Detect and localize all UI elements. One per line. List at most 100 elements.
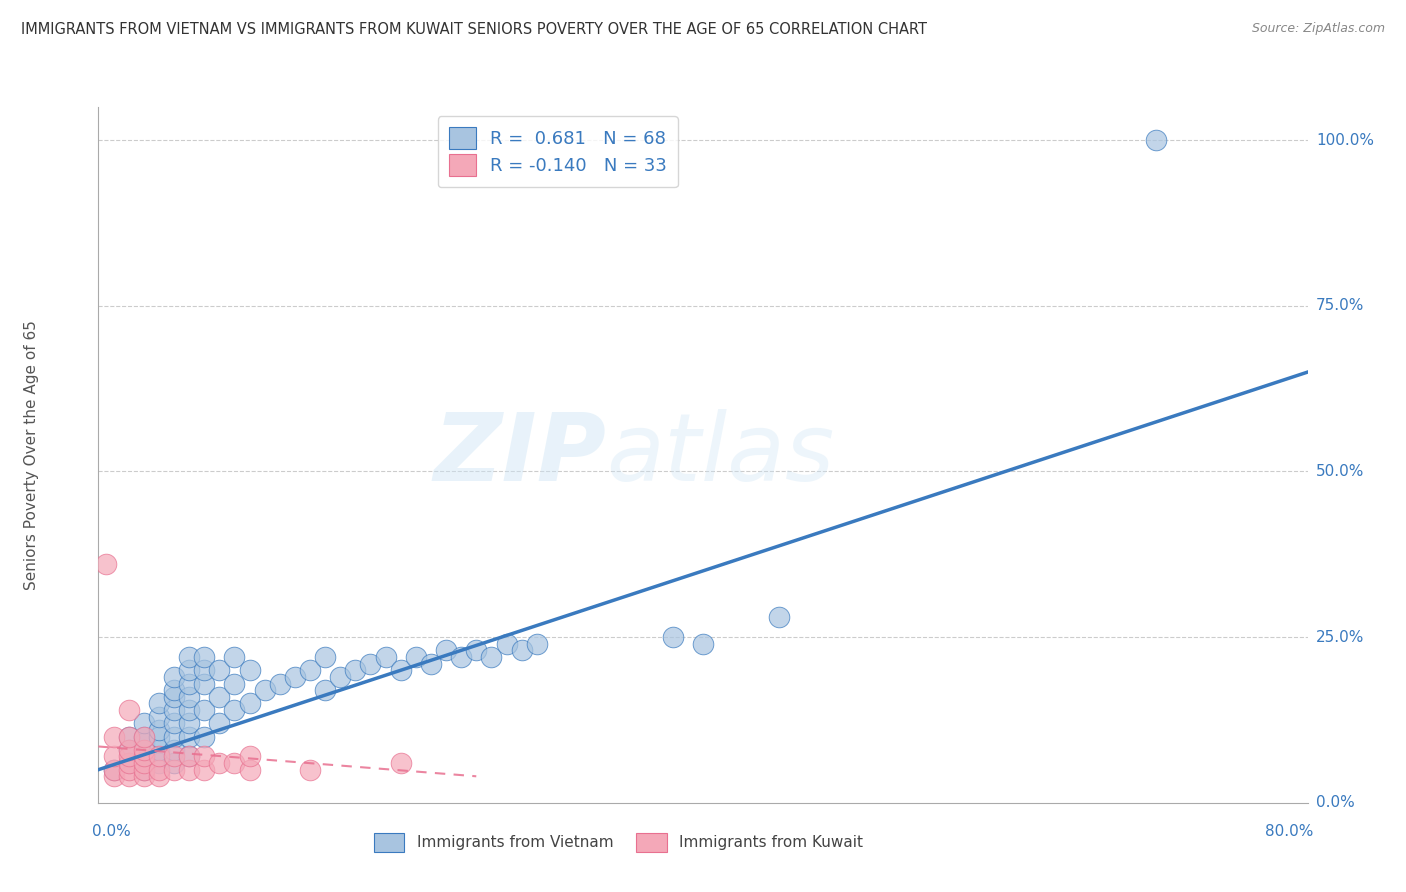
Point — [132, 749, 155, 764]
Point — [177, 690, 201, 704]
Point — [692, 637, 714, 651]
Point — [148, 769, 170, 783]
Point — [148, 697, 170, 711]
Point — [284, 670, 307, 684]
Point — [118, 743, 141, 757]
Point — [118, 703, 141, 717]
Point — [208, 663, 231, 677]
Point — [148, 749, 170, 764]
Point — [177, 676, 201, 690]
Point — [118, 763, 141, 777]
Point — [208, 716, 231, 731]
Point — [132, 743, 155, 757]
Point — [314, 683, 336, 698]
Text: 100.0%: 100.0% — [1316, 133, 1374, 148]
Point — [177, 716, 201, 731]
Point — [177, 663, 201, 677]
Point — [163, 703, 186, 717]
Point — [132, 730, 155, 744]
Point — [208, 690, 231, 704]
Point — [239, 763, 262, 777]
Point — [253, 683, 276, 698]
Point — [163, 763, 186, 777]
Point — [118, 730, 141, 744]
Point — [132, 756, 155, 770]
Point — [163, 749, 186, 764]
Point — [163, 683, 186, 698]
Text: atlas: atlas — [606, 409, 835, 500]
Text: Source: ZipAtlas.com: Source: ZipAtlas.com — [1251, 22, 1385, 36]
Point — [208, 756, 231, 770]
Point — [132, 730, 155, 744]
Text: Seniors Poverty Over the Age of 65: Seniors Poverty Over the Age of 65 — [24, 320, 39, 590]
Point — [389, 756, 412, 770]
Text: 0.0%: 0.0% — [93, 823, 131, 838]
Point — [118, 769, 141, 783]
Point — [103, 763, 125, 777]
Point — [163, 743, 186, 757]
Text: 80.0%: 80.0% — [1265, 823, 1313, 838]
Point — [526, 637, 548, 651]
Point — [163, 670, 186, 684]
Point — [118, 756, 141, 770]
Point — [329, 670, 352, 684]
Point — [177, 650, 201, 665]
Point — [163, 716, 186, 731]
Text: IMMIGRANTS FROM VIETNAM VS IMMIGRANTS FROM KUWAIT SENIORS POVERTY OVER THE AGE O: IMMIGRANTS FROM VIETNAM VS IMMIGRANTS FR… — [21, 22, 927, 37]
Point — [177, 730, 201, 744]
Point — [118, 756, 141, 770]
Point — [768, 610, 790, 624]
Point — [148, 743, 170, 757]
Point — [177, 763, 201, 777]
Point — [193, 676, 215, 690]
Point — [299, 663, 322, 677]
Legend: Immigrants from Vietnam, Immigrants from Kuwait: Immigrants from Vietnam, Immigrants from… — [368, 827, 869, 858]
Point — [118, 743, 141, 757]
Point — [481, 650, 503, 665]
Text: 75.0%: 75.0% — [1316, 298, 1364, 313]
Point — [177, 749, 201, 764]
Point — [661, 630, 683, 644]
Point — [103, 730, 125, 744]
Point — [118, 730, 141, 744]
Point — [163, 756, 186, 770]
Point — [193, 749, 215, 764]
Point — [177, 749, 201, 764]
Point — [132, 749, 155, 764]
Point — [193, 730, 215, 744]
Text: ZIP: ZIP — [433, 409, 606, 501]
Point — [389, 663, 412, 677]
Point — [103, 763, 125, 777]
Point — [374, 650, 396, 665]
Point — [94, 558, 117, 572]
Point — [118, 749, 141, 764]
Point — [132, 716, 155, 731]
Text: 25.0%: 25.0% — [1316, 630, 1364, 645]
Point — [163, 690, 186, 704]
Point — [239, 663, 262, 677]
Point — [103, 749, 125, 764]
Point — [193, 650, 215, 665]
Point — [299, 763, 322, 777]
Point — [1144, 133, 1167, 147]
Point — [495, 637, 517, 651]
Point — [148, 763, 170, 777]
Point — [239, 697, 262, 711]
Point — [419, 657, 441, 671]
Text: 0.0%: 0.0% — [1316, 796, 1354, 810]
Point — [193, 663, 215, 677]
Point — [163, 730, 186, 744]
Point — [344, 663, 367, 677]
Point — [450, 650, 472, 665]
Point — [224, 703, 246, 717]
Point — [193, 763, 215, 777]
Point — [148, 756, 170, 770]
Point — [239, 749, 262, 764]
Point — [132, 763, 155, 777]
Point — [510, 643, 533, 657]
Point — [465, 643, 488, 657]
Point — [193, 703, 215, 717]
Point — [224, 650, 246, 665]
Point — [103, 769, 125, 783]
Point — [224, 756, 246, 770]
